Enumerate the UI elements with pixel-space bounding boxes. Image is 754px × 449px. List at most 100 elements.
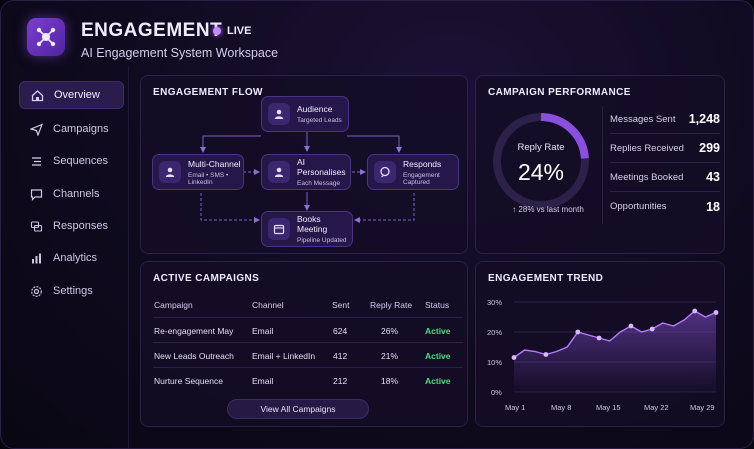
- send-icon: [30, 122, 43, 136]
- gear-icon: [30, 285, 43, 298]
- user-icon: [159, 161, 181, 183]
- metric-label: Opportunities: [610, 201, 667, 212]
- column-header-sent[interactable]: Sent: [332, 300, 350, 310]
- node-title: AI Personalises: [297, 157, 346, 177]
- user-icon: [268, 161, 290, 183]
- sidebar-item-settings[interactable]: Settings: [19, 277, 124, 305]
- sidebar-item-channels[interactable]: Channels: [19, 180, 124, 208]
- table-row[interactable]: Nurture Sequence Email 212 18% Active: [153, 367, 463, 392]
- reply-rate-gauge: [493, 113, 589, 209]
- x-tick-label: May 15: [596, 403, 621, 412]
- metric-value: 1,248: [688, 112, 720, 126]
- metric-value: 18: [706, 199, 720, 214]
- chat-icon: [30, 188, 43, 201]
- view-all-campaigns-button[interactable]: View All Campaigns: [227, 399, 369, 419]
- cell-campaign: Nurture Sequence: [154, 376, 223, 386]
- chart-title: ENGAGEMENT TREND: [488, 273, 604, 284]
- sidebar-item-overview[interactable]: Overview: [19, 81, 124, 109]
- data-point[interactable]: [692, 308, 698, 314]
- data-point[interactable]: [596, 335, 602, 341]
- flow-node-ai-personalises[interactable]: AI Personalises Each Message: [261, 154, 351, 190]
- metric-value: 43: [706, 170, 720, 184]
- sidebar-item-label: Analytics: [53, 252, 98, 264]
- calendar-icon: [268, 218, 290, 240]
- column-header-channel[interactable]: Channel: [252, 300, 284, 310]
- node-subtitle: Targeted Leads: [297, 117, 342, 124]
- reply-rate-change: ↑ 28% vs last month: [512, 205, 584, 214]
- engagement-trend-panel: ENGAGEMENT TREND 30% 20% 10% 0% May 1 Ma…: [475, 261, 725, 427]
- sidebar-item-campaigns[interactable]: Campaigns: [19, 115, 124, 143]
- flow-connectors: [200, 128, 415, 223]
- node-subtitle: Email • SMS • LinkedIn: [188, 171, 229, 186]
- sidebar-item-label: Settings: [53, 285, 93, 297]
- status-badge: Active: [425, 376, 451, 386]
- sidebar-item-analytics[interactable]: Analytics: [19, 244, 124, 272]
- analytics-icon: [30, 252, 43, 265]
- user-icon: [268, 103, 290, 125]
- data-point[interactable]: [575, 329, 581, 335]
- gauge-label: Reply Rate: [517, 142, 565, 153]
- cell-sent: 412: [333, 351, 348, 361]
- metric-value: 299: [699, 141, 720, 155]
- x-tick-label: May 22: [644, 403, 669, 412]
- sidebar-item-responses[interactable]: Responses: [19, 212, 124, 240]
- data-point[interactable]: [649, 326, 655, 332]
- sidebar-item-label: Campaigns: [53, 123, 109, 135]
- flow-node-audience[interactable]: Audience Targeted Leads: [261, 96, 349, 132]
- node-title: Multi-Channel: [188, 158, 241, 169]
- node-subtitle: Engagement Captured: [403, 171, 440, 186]
- logo: [27, 18, 65, 56]
- cell-channel: Email: [252, 376, 274, 386]
- y-tick-label: 30%: [487, 298, 503, 307]
- metric-opportunities: Opportunities 18: [610, 192, 720, 221]
- table-row[interactable]: Re-engagement May Email 624 26% Active: [153, 317, 463, 342]
- trend-area: [514, 311, 716, 392]
- metric-replies-received: Replies Received 299: [610, 134, 720, 163]
- flow-node-books-meeting[interactable]: Books Meeting Pipeline Updated: [261, 211, 353, 247]
- live-badge: LIVE: [213, 25, 251, 37]
- flow-node-responds[interactable]: Responds Engagement Captured: [367, 154, 459, 190]
- panel-title: ACTIVE CAMPAIGNS: [153, 273, 260, 284]
- metric-label: Replies Received: [610, 142, 684, 154]
- flow-node-multichannel[interactable]: Multi-Channel Email • SMS • LinkedIn: [152, 154, 244, 190]
- data-point[interactable]: [511, 355, 517, 360]
- metric-label: Messages Sent: [610, 113, 676, 125]
- table-row[interactable]: New Leads Outreach Email + LinkedIn 412 …: [153, 342, 463, 367]
- cell-sent: 212: [333, 376, 348, 386]
- campaign-performance-panel: CAMPAIGN PERFORMANCE Reply Rate 24% ↑ 28…: [475, 75, 725, 254]
- node-subtitle: Each Message: [297, 180, 340, 187]
- sidebar-item-label: Channels: [53, 188, 100, 200]
- live-dot-icon: [213, 27, 221, 35]
- metric-label: Meetings Booked: [610, 171, 684, 183]
- workspace-subtitle: AI Engagement System Workspace: [81, 46, 279, 60]
- column-header-reply-rate[interactable]: Reply Rate: [370, 300, 413, 310]
- panel-title: CAMPAIGN PERFORMANCE: [488, 87, 631, 98]
- column-header-status[interactable]: Status: [425, 300, 450, 310]
- status-badge: Active: [425, 326, 451, 336]
- gauge-fill: [493, 113, 589, 209]
- cell-campaign: New Leads Outreach: [154, 351, 234, 361]
- cell-channel: Email: [252, 326, 274, 336]
- sidebar-item-sequences[interactable]: Sequences: [19, 147, 124, 175]
- x-tick-label: May 1: [505, 403, 526, 412]
- home-icon: [31, 89, 44, 102]
- chat-icon: [374, 161, 396, 183]
- node-title: Responds: [403, 158, 442, 169]
- sidebar-item-label: Overview: [54, 89, 100, 101]
- cell-sent: 624: [333, 326, 348, 336]
- node-title: Books Meeting: [297, 214, 328, 234]
- node-title: Audience: [297, 104, 333, 114]
- sequence-icon: [30, 155, 43, 168]
- column-header-campaign[interactable]: Campaign: [154, 300, 193, 310]
- x-tick-label: May 29: [690, 403, 715, 412]
- cell-reply-rate: 21%: [381, 351, 399, 361]
- data-point[interactable]: [628, 323, 634, 329]
- data-point[interactable]: [713, 310, 719, 315]
- brain-network-icon: [36, 27, 56, 47]
- panel-title: ENGAGEMENT FLOW: [153, 87, 263, 98]
- reply-icon: [30, 220, 43, 233]
- data-point[interactable]: [543, 352, 549, 357]
- metric-messages-sent: Messages Sent 1,248: [610, 105, 720, 134]
- cell-channel: Email + LinkedIn: [252, 351, 316, 361]
